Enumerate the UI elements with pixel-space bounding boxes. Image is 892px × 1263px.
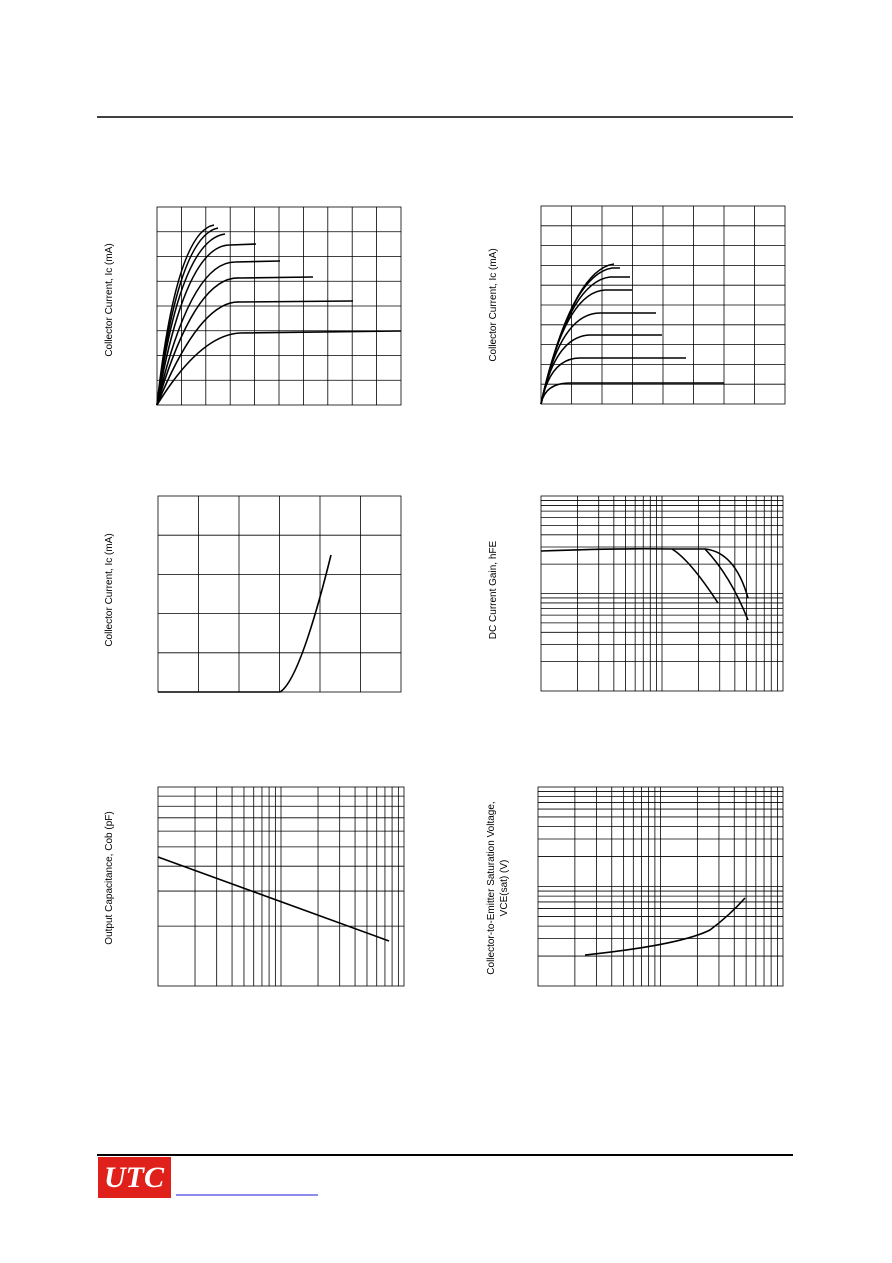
logo-box: [98, 1157, 171, 1198]
y-label: Collector Current, Ic (mA): [104, 533, 115, 646]
y-label: DC Current Gain, hFE: [488, 540, 499, 639]
y-label: VCE(sat) (V): [499, 860, 510, 917]
curves-1: [156, 224, 402, 406]
curves-5: [157, 856, 390, 942]
y-label: Output Capacitance, Cob (pF): [104, 811, 115, 944]
y-label: Collector Current, Ic (mA): [104, 243, 115, 356]
curves-3: [158, 554, 332, 693]
curves-4: [540, 547, 749, 621]
curves-2: [540, 263, 724, 405]
grids: [156, 205, 786, 987]
curves-6: [584, 897, 746, 956]
y-label: Collector-to-Emitter Saturation Voltage,: [486, 801, 497, 974]
y-label: Collector Current, Ic (mA): [488, 248, 499, 361]
logo: UTC: [104, 1161, 165, 1194]
